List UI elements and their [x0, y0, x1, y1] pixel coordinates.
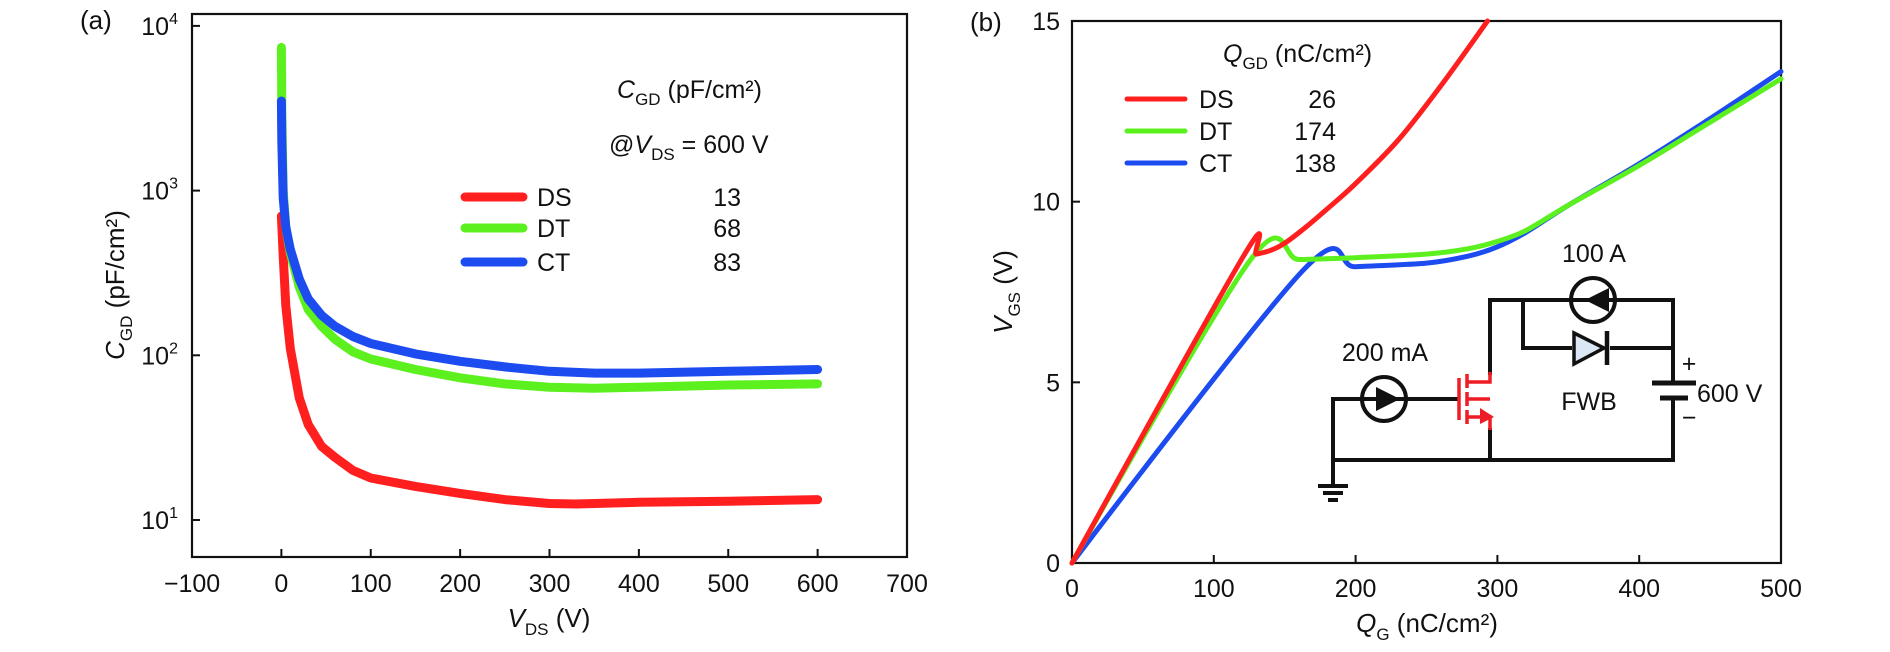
current-source-200ma-icon — [1360, 375, 1408, 423]
panel-b-y-tick-label: 15 — [1032, 8, 1060, 36]
panel-b-x-tick-label: 0 — [1065, 575, 1079, 603]
diode-label: FWB — [1561, 388, 1617, 416]
panel-a-cond-rest: = 600 V — [675, 131, 769, 159]
diode-icon — [1572, 330, 1610, 367]
panel-a-x-tick-label: −100 — [164, 570, 220, 598]
panel-b-curves — [1069, 18, 1784, 566]
panel-b-legend-title: QGD (nC/cm²) — [1223, 40, 1372, 73]
panel-b-label: (b) — [970, 7, 1002, 37]
supply-voltage-label: 600 V — [1697, 380, 1763, 408]
panel-a-legend-name: DS — [537, 184, 572, 212]
panel-a-x-tick-label: 300 — [529, 570, 571, 598]
panel-a-label: (a) — [80, 5, 112, 35]
panel-a-legend-title-sub: GD — [635, 90, 661, 109]
panel-a-legend-condition: @VDS = 600 V — [609, 131, 769, 164]
panel-a-legend-title: CGD (pF/cm²) — [617, 76, 762, 109]
panel-b-xlabel-var: Q — [1356, 608, 1376, 638]
panel-b-y-tick-label: 10 — [1032, 189, 1060, 217]
panel-b-legend-value: 174 — [1294, 118, 1336, 146]
panel-a-cond-var: V — [634, 131, 653, 159]
panel-b-y-ticks: 0 5 10 15 — [1032, 8, 1080, 578]
panel-a-xlabel-unit: (V) — [549, 603, 591, 633]
panel-b-xlabel-unit: (nC/cm²) — [1390, 608, 1498, 638]
panel-b-axes-frame — [1070, 19, 1783, 565]
panel-b-legend-title-sub: GD — [1242, 54, 1268, 73]
panel-a-curves — [276, 42, 823, 509]
panel-b-legend-title-var: Q — [1223, 40, 1242, 68]
panel-a-cond-sub: DS — [651, 145, 675, 164]
gate-source-label: 200 mA — [1342, 339, 1428, 367]
panel-a-xlabel-sub: DS — [525, 620, 549, 639]
panel-b-ylabel-var: V — [988, 314, 1018, 334]
panel-a-x-tick-label: 400 — [618, 570, 660, 598]
panel-a-x-tick-label: 600 — [797, 570, 839, 598]
panel-b-legend: DS 26 DT 174 CT 138 — [1124, 86, 1336, 178]
circuit-wire-diode-branch — [1521, 298, 1675, 350]
panel-b-legend-title-unit: (nC/cm²) — [1268, 40, 1372, 68]
panel-a-x-tick-label: 0 — [274, 570, 288, 598]
panel-b-x-tick-label: 500 — [1760, 575, 1802, 603]
panel-a-ylabel-var: C — [100, 341, 130, 360]
panel-b-xlabel-sub: G — [1376, 625, 1389, 644]
panel-a-legend-title-unit: (pF/cm²) — [661, 76, 762, 104]
supply-minus-label: − — [1682, 404, 1697, 432]
panel-a-x-tick-label: 700 — [886, 570, 928, 598]
panel-a-y-tick-label: 103 — [141, 176, 178, 206]
panel-a-series-ct — [276, 96, 823, 378]
panel-b-y-tick-label: 5 — [1046, 369, 1060, 397]
panel-a-legend-value: 13 — [713, 184, 741, 212]
panel-a-legend-name: CT — [537, 249, 570, 277]
panel-b-legend-name: DS — [1199, 86, 1234, 114]
panel-a-ylabel-sub: GD — [117, 316, 136, 342]
panel-a-legend-name: DT — [537, 215, 570, 243]
supply-plus-label: + — [1682, 350, 1697, 378]
panel-b-legend-name: CT — [1199, 150, 1232, 178]
load-source-label: 100 A — [1562, 240, 1626, 268]
panel-b-y-axis-label: VGS (V) — [988, 250, 1024, 334]
panel-a-legend-value: 83 — [713, 249, 741, 277]
panel-a-y-ticks: 101 102 103 104 — [141, 11, 200, 535]
inset-circuit: 200 mA 100 A — [1318, 240, 1763, 502]
panel-a-legend: DS 13 DT 68 CT 83 — [460, 184, 741, 277]
panel-a-y-tick-label: 102 — [141, 340, 178, 370]
panel-a-x-tick-label: 200 — [439, 570, 481, 598]
panel-a-y-axis-label: CGD (pF/cm²) — [100, 210, 136, 360]
panel-b-x-tick-label: 400 — [1618, 575, 1660, 603]
panel-a-legend-title-var: C — [617, 76, 636, 104]
panel-a-x-tick-label: 100 — [350, 570, 392, 598]
panel-b-x-axis-label: QG (nC/cm²) — [1356, 608, 1498, 644]
mosfet-icon — [1457, 372, 1494, 430]
panel-b-series-ds — [1069, 18, 1490, 566]
panel-b-x-ticks: 0 100 200 300 400 500 — [1065, 555, 1802, 603]
panel-b-x-tick-label: 200 — [1335, 575, 1377, 603]
panel-a-x-axis-label: VDS (V) — [508, 603, 591, 639]
panel-a-y-tick-label: 104 — [141, 11, 178, 41]
current-source-100a-icon — [1569, 276, 1617, 324]
supply-icon — [1652, 380, 1696, 401]
panel-b-y-tick-label: 0 — [1046, 550, 1060, 578]
panel-a-legend-value: 68 — [713, 215, 741, 243]
panel-a-xlabel-var: V — [508, 603, 528, 633]
panel-b-x-tick-label: 300 — [1477, 575, 1519, 603]
panel-b-legend-value: 26 — [1308, 86, 1336, 114]
panel-a-ylabel-unit: (pF/cm²) — [100, 210, 130, 315]
panel-b-legend-name: DT — [1199, 118, 1232, 146]
panel-a-y-tick-label: 101 — [141, 505, 178, 535]
panel-a-cond-prefix: @ — [609, 131, 634, 159]
panel-a-x-ticks: −100 0 100 200 300 400 500 600 700 — [164, 549, 928, 598]
panel-a: (a) −100 0 100 200 300 400 500 600 700 101 102 103… — [80, 5, 928, 639]
panel-b-x-tick-label: 100 — [1193, 575, 1235, 603]
panel-b-ylabel-unit: (V) — [988, 250, 1018, 292]
panel-a-x-tick-label: 500 — [707, 570, 749, 598]
ground-icon — [1318, 484, 1348, 502]
panel-b-legend-value: 138 — [1294, 150, 1336, 178]
panel-a-series-ds — [276, 211, 823, 509]
panel-b-ylabel-sub: GS — [1005, 292, 1024, 317]
panel-b-series-dt — [1069, 76, 1784, 566]
